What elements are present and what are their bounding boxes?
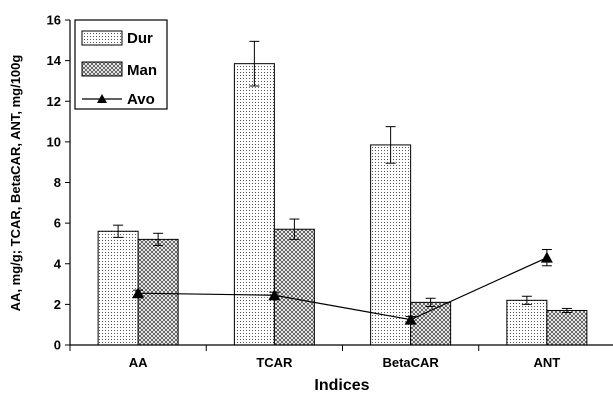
y-axis-title: AA, mg/g; TCAR, BetaCAR, ANT, mg/100g [8, 55, 23, 312]
x-tick-label-tcar: TCAR [256, 355, 293, 370]
y-tick-label-10: 10 [47, 134, 61, 149]
bar-man-ant [546, 309, 588, 346]
marker-avo-ant [540, 251, 553, 263]
y-tick-label-16: 16 [47, 13, 61, 28]
y-tick-label-4: 4 [54, 256, 62, 271]
x-tick-label-aa: AA [129, 355, 148, 370]
bar-dur-ant [506, 299, 548, 346]
line-avo [138, 257, 548, 321]
bar-dur-betacar [370, 144, 412, 346]
error-bar-dur-betacar [385, 126, 396, 164]
marker-avo-betacar [404, 313, 417, 325]
y-tick-label-8: 8 [54, 175, 61, 190]
error-bar-dur-tcar [249, 40, 260, 87]
legend-label-man: Man [127, 62, 157, 79]
x-axis-title: Indices [314, 377, 369, 394]
x-tick-label-betacar: BetaCAR [382, 355, 439, 370]
marker-avo-tcar [268, 289, 281, 301]
bar-man-betacar [410, 301, 452, 346]
marker-avo-aa [132, 287, 145, 299]
error-bar-man-aa [153, 232, 164, 246]
legend-swatch-man [81, 61, 123, 77]
legend: Dur Man Avo [74, 19, 168, 110]
error-bar-dur-aa [113, 224, 124, 238]
y-tick-label-12: 12 [47, 94, 61, 109]
bar-man-tcar [273, 228, 315, 346]
legend-label-dur: Dur [127, 30, 153, 47]
x-tick-label-ant: ANT [534, 355, 561, 370]
y-tick-label-6: 6 [54, 216, 61, 231]
legend-label-avo: Avo [127, 91, 155, 108]
y-tick-label-14: 14 [47, 53, 62, 68]
error-bar-man-ant [561, 307, 572, 313]
legend-marker-avo [97, 94, 107, 103]
y-tick-label-2: 2 [54, 297, 61, 312]
error-bar-man-tcar [289, 218, 300, 240]
bar-dur-aa [97, 230, 139, 346]
bar-man-aa [137, 238, 179, 346]
bar-dur-tcar [233, 63, 275, 346]
y-tick-label-0: 0 [54, 338, 61, 353]
legend-swatch-dur [81, 30, 123, 46]
error-bar-man-betacar [425, 297, 436, 307]
error-bar-dur-ant [521, 295, 532, 305]
